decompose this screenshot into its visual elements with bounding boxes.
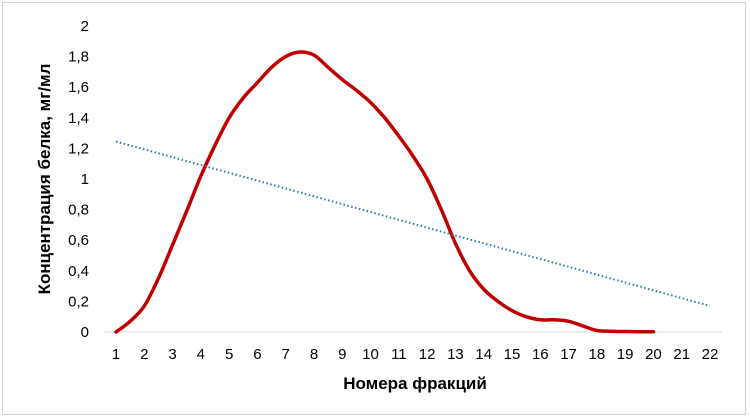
series-line (114, 50, 656, 334)
y-axis-title: Концентрация белка, мг/мл (35, 64, 54, 295)
x-axis-ticks: 1 2 3 4 5 6 7 8 9 10 11 12 13 14 15 16 17 18 19 20 21 22 (112, 346, 719, 363)
y-tick-label: 1,4 (68, 110, 89, 127)
x-tick-label: 12 (419, 346, 436, 363)
y-tick-label: 1,2 (68, 140, 89, 157)
y-tick-label: 0,2 (68, 293, 89, 310)
y-tick-label: 2 (81, 18, 89, 35)
x-tick-label: 14 (475, 346, 492, 363)
x-tick-label: 8 (310, 346, 318, 363)
x-tick-label: 9 (338, 346, 346, 363)
series-layer (114, 50, 711, 334)
x-tick-label: 13 (447, 346, 464, 363)
line-chart: 00,20,40,60,811,21,41,61,82 1 2 3 4 5 6 7 8 9 10 1… (35, 18, 722, 393)
x-tick-label: 17 (560, 346, 577, 363)
x-tick-label: 4 (197, 346, 205, 363)
x-tick-label: 21 (673, 346, 690, 363)
x-tick-label: 11 (391, 346, 407, 363)
x-tick-label: 16 (532, 346, 549, 363)
x-tick-label: 18 (589, 346, 606, 363)
x-tick-label: 3 (168, 346, 176, 363)
x-tick-label: 10 (362, 346, 379, 363)
x-axis-title: Номера фракций (343, 374, 487, 393)
x-tick-label: 19 (617, 346, 634, 363)
x-tick-label: 1 (112, 346, 120, 363)
x-tick-label: 2 (140, 346, 148, 363)
x-tick-label: 15 (504, 346, 521, 363)
x-tick-label: 22 (702, 346, 719, 363)
y-axis-ticks: 0 0,2 0,4 0,6 0,8 1 1,2 1,4 1,6 1,8 2 (68, 18, 89, 341)
y-tick-label: 0,8 (68, 202, 89, 219)
y-tick-label: 0 (81, 324, 89, 341)
trendline (115, 140, 711, 307)
y-tick-label: 0,6 (68, 232, 89, 249)
x-tick-label: 7 (282, 346, 290, 363)
x-tick-label: 20 (645, 346, 662, 363)
y-tick-label: 1,6 (68, 79, 89, 96)
chart-frame: 0 0,2 0,4 0,6 0,8 1 1,2 1,4 1,6 1,8 2 1 2 3 4 5 6 7 8 9 10 1… (2, 2, 746, 415)
y-tick-label: 0,4 (68, 263, 89, 280)
y-tick-label: 1 (81, 171, 89, 188)
x-tick-label: 6 (253, 346, 261, 363)
x-tick-label: 5 (225, 346, 233, 363)
y-tick-label: 1,8 (68, 49, 89, 66)
